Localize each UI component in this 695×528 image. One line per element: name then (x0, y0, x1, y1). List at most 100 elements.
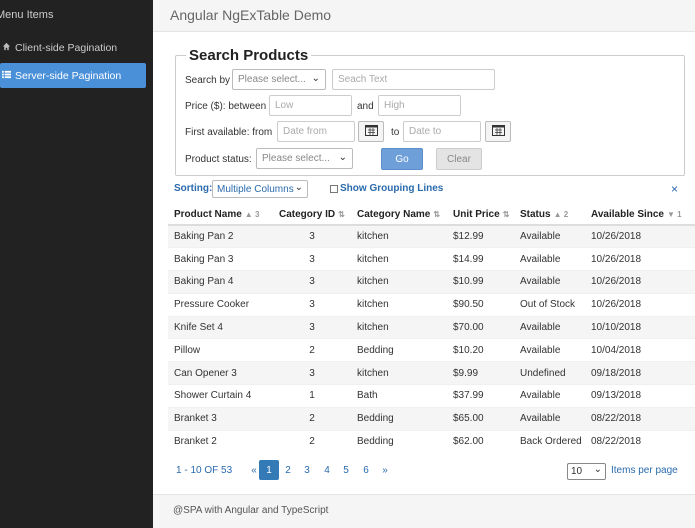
page-link-2[interactable]: 2 (285, 464, 291, 476)
category-name-cell: Bath (351, 384, 447, 408)
table-header-row: Product Name ▲ 3 Category ID ⇅ Category Na… (168, 204, 695, 226)
page-title: Angular NgExTable Demo (170, 7, 332, 23)
available-since-cell: 10/26/2018 (585, 292, 695, 317)
table-row[interactable]: Baking Pan 3 3 kitchen $14.99 Available 10/26… (168, 247, 695, 271)
unit-price-cell: $37.99 (447, 384, 514, 408)
go-button[interactable]: Go (381, 148, 423, 170)
next-page-link[interactable]: » (382, 464, 388, 476)
chevron-down-icon: ⌄ (311, 73, 320, 84)
product-name-cell: Shower Curtain 4 (168, 384, 273, 408)
unit-price-cell: $14.99 (447, 247, 514, 271)
price-low-input[interactable]: Low (269, 95, 352, 116)
page-link-3[interactable]: 3 (304, 464, 310, 476)
column-label: Category Name (357, 208, 431, 220)
product-name-cell: Can Opener 3 (168, 361, 273, 385)
close-icon[interactable]: × (671, 182, 679, 196)
sidebar-heading: Menu Items (0, 9, 54, 21)
status-cell: Available (514, 406, 585, 431)
date-to-input[interactable]: Date to (403, 121, 481, 142)
available-since-cell: 10/10/2018 (585, 315, 695, 339)
column-header-product-name[interactable]: Product Name ▲ 3 (168, 204, 273, 226)
date-to-calendar-button[interactable] (485, 121, 511, 142)
table-row[interactable]: Branket 2 2 Bedding $62.00 Back Ordered 08/22… (168, 429, 695, 453)
available-since-cell: 10/26/2018 (585, 270, 695, 294)
page-size-value: 10 (571, 466, 583, 477)
chevron-down-icon: ⌄ (593, 464, 602, 475)
page-link-6[interactable]: 6 (363, 464, 369, 476)
search-text-input[interactable]: Seach Text (332, 69, 495, 90)
category-id-cell: 3 (273, 224, 351, 248)
grouping-lines-label: Show Grouping Lines (340, 183, 444, 194)
column-header-status[interactable]: Status ▲ 2 (514, 204, 585, 226)
available-since-cell: 08/22/2018 (585, 406, 695, 431)
status-cell: Available (514, 338, 585, 362)
first-available-label: First available: from (185, 127, 273, 138)
status-cell: Available (514, 224, 585, 248)
sidebar-item-label: Server-side Pagination (15, 69, 122, 82)
product-status-label: Product status: (185, 154, 252, 165)
category-id-cell: 2 (273, 406, 351, 431)
search-products-legend: Search Products (186, 47, 312, 64)
column-label: Unit Price (453, 208, 500, 220)
status-cell: Available (514, 270, 585, 294)
available-since-cell: 10/26/2018 (585, 247, 695, 271)
table-row[interactable]: Can Opener 3 3 kitchen $9.99 Undefined 09/18/… (168, 361, 695, 385)
page-size-select[interactable]: 10 ⌄ (567, 463, 606, 480)
category-name-cell: Bedding (351, 338, 447, 362)
table-row[interactable]: Branket 3 2 Bedding $65.00 Available 08/22/20… (168, 406, 695, 431)
status-cell: Out of Stock (514, 292, 585, 317)
page-footer: @SPA with Angular and TypeScript (153, 494, 695, 528)
column-header-unit-price[interactable]: Unit Price ⇅ (447, 204, 514, 226)
sort-desc-icon: ▼ 1 (667, 209, 682, 219)
unit-price-cell: $70.00 (447, 315, 514, 339)
page-header: Angular NgExTable Demo (153, 0, 695, 32)
grouping-lines-checkbox[interactable] (330, 185, 338, 193)
table-row[interactable]: Knife Set 4 3 kitchen $70.00 Available 10/10/… (168, 315, 695, 339)
category-name-cell: kitchen (351, 247, 447, 271)
calendar-icon (491, 124, 505, 139)
search-by-select[interactable]: Please select... ⌄ (232, 69, 326, 90)
products-table: Product Name ▲ 3 Category ID ⇅ Category Na… (168, 204, 695, 453)
table-row[interactable]: Pillow 2 Bedding $10.20 Available 10/04/2018 (168, 338, 695, 362)
category-id-cell: 3 (273, 247, 351, 271)
table-row[interactable]: Shower Curtain 4 1 Bath $37.99 Available 09/1… (168, 384, 695, 408)
unit-price-cell: $9.99 (447, 361, 514, 385)
clear-button[interactable]: Clear (436, 148, 482, 170)
calendar-icon (364, 124, 378, 139)
category-id-cell: 3 (273, 270, 351, 294)
page-link-5[interactable]: 5 (343, 464, 349, 476)
sidebar-item-server-side-pagination[interactable]: Server-side Pagination (0, 63, 146, 88)
sort-both-icon: ⇅ (433, 209, 441, 219)
category-id-cell: 3 (273, 361, 351, 385)
page-link-1[interactable]: 1 (259, 460, 279, 480)
table-row[interactable]: Baking Pan 2 3 kitchen $12.99 Available 10/26… (168, 224, 695, 248)
product-name-cell: Baking Pan 3 (168, 247, 273, 271)
sidebar: Menu Items Client-side Pagination Server… (0, 0, 153, 528)
sidebar-item-client-side-pagination[interactable]: Client-side Pagination (0, 35, 146, 60)
sort-both-icon: ⇅ (338, 209, 345, 219)
available-since-cell: 09/18/2018 (585, 361, 695, 385)
page-link-4[interactable]: 4 (324, 464, 330, 476)
sorting-bar: Sorting: Multiple Columns ⌄ Show Groupin… (168, 179, 685, 201)
and-label: and (357, 101, 374, 112)
date-from-calendar-button[interactable] (358, 121, 384, 142)
unit-price-cell: $90.50 (447, 292, 514, 317)
available-since-cell: 10/26/2018 (585, 224, 695, 248)
table-row[interactable]: Baking Pan 4 3 kitchen $10.99 Available 10/26… (168, 270, 695, 294)
sorting-mode-select[interactable]: Multiple Columns ⌄ (212, 180, 308, 198)
date-from-input[interactable]: Date from (277, 121, 355, 142)
record-count: 1 - 10 OF 53 (176, 465, 233, 476)
column-header-available-since[interactable]: Available Since ▼ 1 (585, 204, 695, 226)
prev-page-link[interactable]: « (251, 464, 257, 476)
category-name-cell: Bedding (351, 429, 447, 453)
price-high-input[interactable]: High (378, 95, 461, 116)
column-header-category-id[interactable]: Category ID ⇅ (273, 204, 351, 226)
category-name-cell: kitchen (351, 361, 447, 385)
column-header-category-name[interactable]: Category Name ⇅ (351, 204, 447, 226)
table-row[interactable]: Pressure Cooker 3 kitchen $90.50 Out of Stoc… (168, 292, 695, 317)
product-status-select[interactable]: Please select... ⌄ (256, 148, 353, 169)
product-status-select-value: Please select... (262, 153, 330, 164)
unit-price-cell: $62.00 (447, 429, 514, 453)
column-label: Available Since (591, 208, 664, 220)
category-name-cell: kitchen (351, 315, 447, 339)
